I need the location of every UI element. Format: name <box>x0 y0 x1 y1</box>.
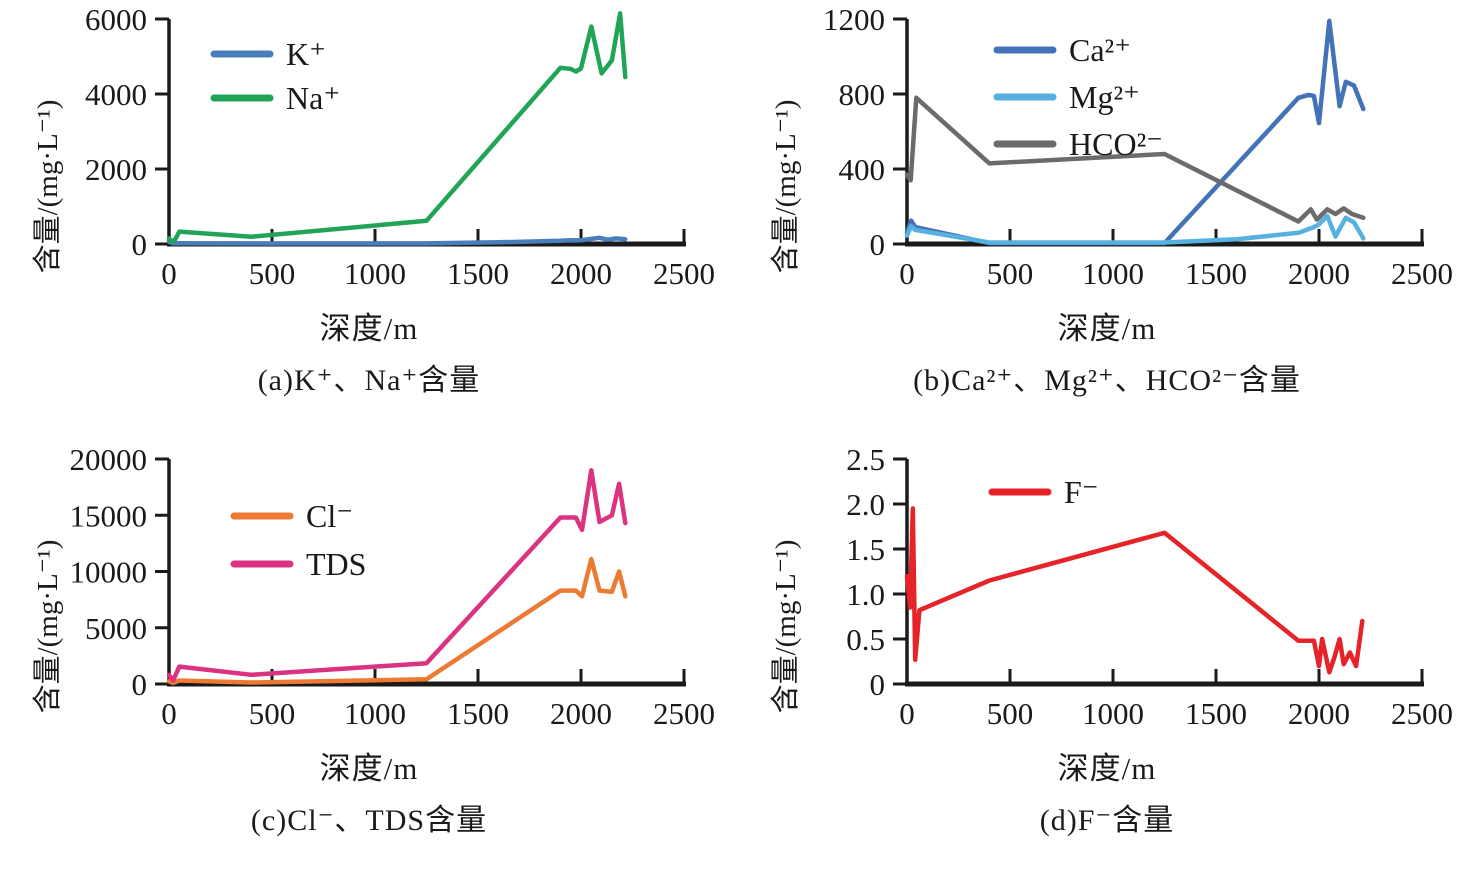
legend: F⁻ <box>988 474 1099 510</box>
y-tick-label: 2.0 <box>846 487 885 522</box>
chart-c-canvas: 0 500 1000 1500 2000 2500 0 5000 10000 15000 20000… <box>31 444 715 731</box>
x-tick-label: 1000 <box>1082 256 1144 291</box>
y-axis-title: 含量/(mg·L⁻¹) <box>31 540 64 714</box>
panel-a: 0 500 1000 1500 2000 2500 0 2000 4000 6000 含量/(mg·… <box>0 0 738 440</box>
y-tick-label: 15000 <box>70 498 148 533</box>
legend-label: TDS <box>306 546 366 582</box>
series-line-TDS <box>166 468 628 683</box>
series-line-K⁺ <box>166 235 628 246</box>
x-tick-label: 1000 <box>344 696 406 731</box>
legend-label: K⁺ <box>286 36 326 72</box>
panel-d-x-axis-title: 深度/m <box>1057 751 1157 786</box>
panel-b-caption: (b)Ca²⁺、Mg²⁺、HCO²⁻含量 <box>913 364 1301 398</box>
x-tick-label: 0 <box>161 696 177 731</box>
x-tick-label: 1000 <box>344 256 406 291</box>
panel-c-caption: (c)Cl⁻、TDS含量 <box>250 804 488 838</box>
x-tick-label: 1500 <box>447 696 509 731</box>
y-tick-label: 1.0 <box>846 577 885 612</box>
x-tick-label: 2000 <box>550 696 612 731</box>
y-tick-label: 800 <box>839 77 886 112</box>
x-tick-label: 2000 <box>1288 696 1350 731</box>
legend: Ca²⁺ Mg²⁺ HCO²⁻ <box>993 32 1163 162</box>
y-tick-label: 2.5 <box>846 444 885 477</box>
y-tick-label: 1200 <box>823 4 885 37</box>
legend-label: Na⁺ <box>286 80 340 116</box>
chart-d-canvas: 0 500 1000 1500 2000 2500 0 0.5 1.0 1.5 2.0 2.5 含量/(… <box>769 444 1453 731</box>
x-tick-label: 1500 <box>1185 696 1247 731</box>
y-axis-title: 含量/(mg·L⁻¹) <box>769 540 802 714</box>
x-tick-label: 0 <box>899 696 915 731</box>
panel-b-x-axis-title: 深度/m <box>1057 311 1157 346</box>
y-tick-label: 5000 <box>85 611 147 646</box>
y-tick-label: 20000 <box>70 444 148 477</box>
series-line-F⁻ <box>904 506 1365 675</box>
chart-a-canvas: 0 500 1000 1500 2000 2500 0 2000 4000 6000 含量/(mg·… <box>31 4 715 291</box>
legend: K⁺ Na⁺ <box>210 36 340 116</box>
y-tick-label: 0.5 <box>846 622 885 657</box>
y-tick-label: 4000 <box>85 77 147 112</box>
y-tick-label: 2000 <box>85 152 147 187</box>
series-line-Na⁺ <box>166 11 628 245</box>
x-tick-label: 2000 <box>1288 256 1350 291</box>
series-line-HCO²⁻ <box>904 95 1366 224</box>
y-tick-label: 0 <box>132 667 148 702</box>
panel-c-x-axis-title: 深度/m <box>319 751 419 786</box>
legend-label: F⁻ <box>1064 474 1099 510</box>
panel-d: 0 500 1000 1500 2000 2500 0 0.5 1.0 1.5 2.0 2.5 含量/(… <box>738 440 1476 891</box>
legend-label: Mg²⁺ <box>1069 79 1140 115</box>
x-tick-label: 1500 <box>1185 256 1247 291</box>
panel-d-caption: (d)F⁻含量 <box>1039 804 1175 838</box>
x-tick-label: 1000 <box>1082 696 1144 731</box>
x-tick-label: 500 <box>249 256 296 291</box>
x-tick-label: 1500 <box>447 256 509 291</box>
x-tick-label: 2500 <box>653 256 715 291</box>
panel-c: 0 500 1000 1500 2000 2500 0 5000 10000 15000 20000… <box>0 440 738 891</box>
chart-b-canvas: 0 500 1000 1500 2000 2500 0 400 800 1200 含量/(mg·L⁻… <box>769 4 1453 291</box>
y-axis-title: 含量/(mg·L⁻¹) <box>31 100 64 274</box>
x-tick-label: 0 <box>161 256 177 291</box>
panel-b: 0 500 1000 1500 2000 2500 0 400 800 1200 含量/(mg·L⁻… <box>738 0 1476 440</box>
y-tick-label: 0 <box>870 667 886 702</box>
series-line-Mg²⁺ <box>904 213 1366 245</box>
y-tick-label: 1.5 <box>846 532 885 567</box>
legend-label: Cl⁻ <box>306 498 353 534</box>
x-tick-label: 2500 <box>653 696 715 731</box>
y-tick-label: 0 <box>870 227 886 262</box>
legend: Cl⁻ TDS <box>230 498 366 582</box>
legend-label: Ca²⁺ <box>1069 32 1131 68</box>
panel-a-x-axis-title: 深度/m <box>319 311 419 346</box>
y-tick-label: 10000 <box>70 555 148 590</box>
axes: 0 500 1000 1500 2000 2500 0 2000 4000 6000 <box>85 4 715 291</box>
x-tick-label: 500 <box>987 256 1034 291</box>
series-line-Cl⁻ <box>166 556 628 686</box>
y-tick-label: 400 <box>839 152 886 187</box>
x-tick-label: 2000 <box>550 256 612 291</box>
x-tick-label: 500 <box>987 696 1034 731</box>
y-tick-label: 0 <box>132 227 148 262</box>
axes: 0 500 1000 1500 2000 2500 0 0.5 1.0 1.5 2.0 2.5 <box>846 444 1453 731</box>
panel-a-caption: (a)K⁺、Na⁺含量 <box>257 364 481 398</box>
y-tick-label: 6000 <box>85 4 147 37</box>
x-tick-label: 0 <box>899 256 915 291</box>
x-tick-label: 500 <box>249 696 296 731</box>
x-tick-label: 2500 <box>1391 256 1453 291</box>
x-tick-label: 2500 <box>1391 696 1453 731</box>
y-axis-title: 含量/(mg·L⁻¹) <box>769 100 802 274</box>
legend-label: HCO²⁻ <box>1069 126 1163 162</box>
